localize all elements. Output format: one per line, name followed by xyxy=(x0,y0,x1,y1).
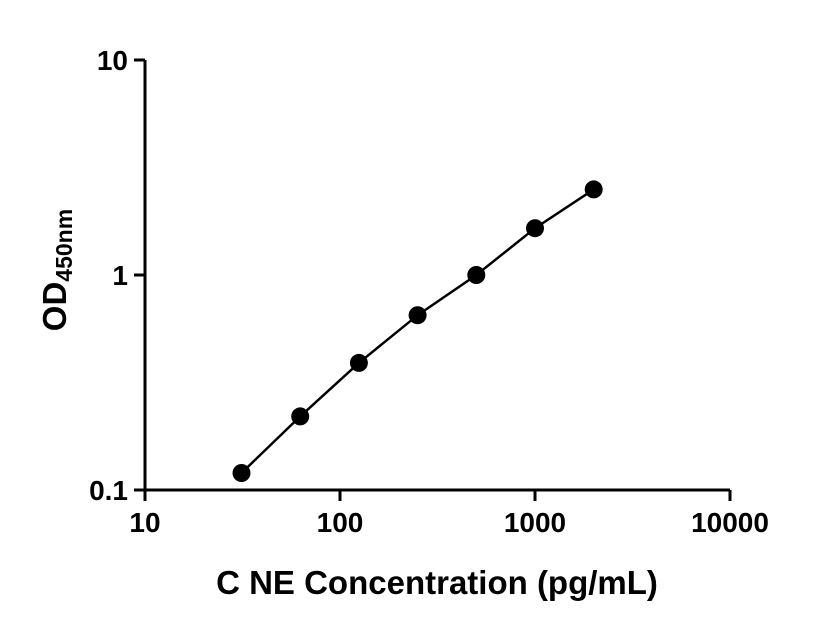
data-point xyxy=(232,464,251,482)
data-point xyxy=(408,306,427,325)
data-point xyxy=(584,180,603,199)
x-axis-tick-label: 100 xyxy=(317,507,364,538)
y-axis-title: OD450nm xyxy=(36,209,77,331)
x-axis-tick-label: 1000 xyxy=(504,507,566,538)
y-axis-title-base: OD xyxy=(36,282,73,332)
axis-frame xyxy=(143,60,730,492)
series-layer xyxy=(232,180,603,482)
data-point xyxy=(349,353,368,372)
data-point xyxy=(526,219,544,238)
y-axis-tick-label: 0.1 xyxy=(89,475,128,506)
x-axis-tick-label: 10000 xyxy=(691,507,769,538)
data-point xyxy=(467,266,486,284)
data-point xyxy=(291,407,310,426)
y-axis-tick-label: 10 xyxy=(97,45,128,76)
axes-layer: 10 100 1000 10000 0.1 1 10 xyxy=(89,45,769,538)
y-axis-title-subscript: 450nm xyxy=(51,209,77,282)
x-axis-tick-label: 10 xyxy=(129,507,160,538)
x-axis-title: C NE Concentration (pg/mL) xyxy=(216,564,658,601)
y-axis-tick-label: 1 xyxy=(112,260,128,291)
